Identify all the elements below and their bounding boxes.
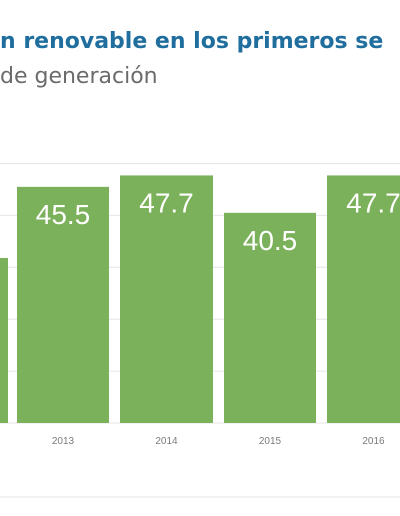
chart-subtitle: de generación	[0, 64, 158, 89]
data-label-2015: 40.5	[243, 225, 298, 256]
x-tick-2013: 2013	[52, 436, 75, 447]
data-label-2013: 45.5	[36, 199, 91, 230]
chart-title: n renovable en los primeros se	[0, 29, 384, 54]
bar-2014	[120, 175, 213, 423]
x-tick-labels: 2013 2014 2015 2016	[52, 436, 385, 447]
bars	[0, 175, 400, 423]
bar-2013	[17, 186, 109, 423]
x-tick-2015: 2015	[259, 436, 282, 447]
bar-2015	[224, 212, 316, 423]
bar-2012	[0, 257, 8, 423]
x-tick-2016: 2016	[362, 436, 385, 447]
data-labels: 45.5 47.7 40.5 47.7	[36, 187, 400, 255]
data-label-2014: 47.7	[139, 187, 194, 218]
data-label-2016: 47.7	[346, 187, 400, 218]
x-tick-2014: 2014	[155, 436, 178, 447]
bar-2016	[327, 175, 400, 423]
